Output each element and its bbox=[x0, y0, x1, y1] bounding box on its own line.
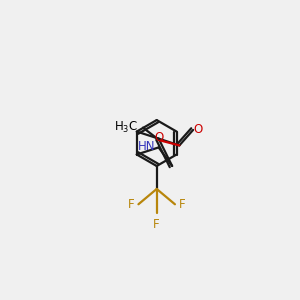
Text: HN: HN bbox=[138, 140, 155, 153]
Text: F: F bbox=[178, 198, 185, 211]
Text: F: F bbox=[128, 198, 135, 211]
Text: F: F bbox=[153, 218, 160, 230]
Text: O: O bbox=[154, 131, 164, 144]
Text: O: O bbox=[193, 123, 203, 136]
Text: H$_3$C: H$_3$C bbox=[115, 120, 139, 135]
